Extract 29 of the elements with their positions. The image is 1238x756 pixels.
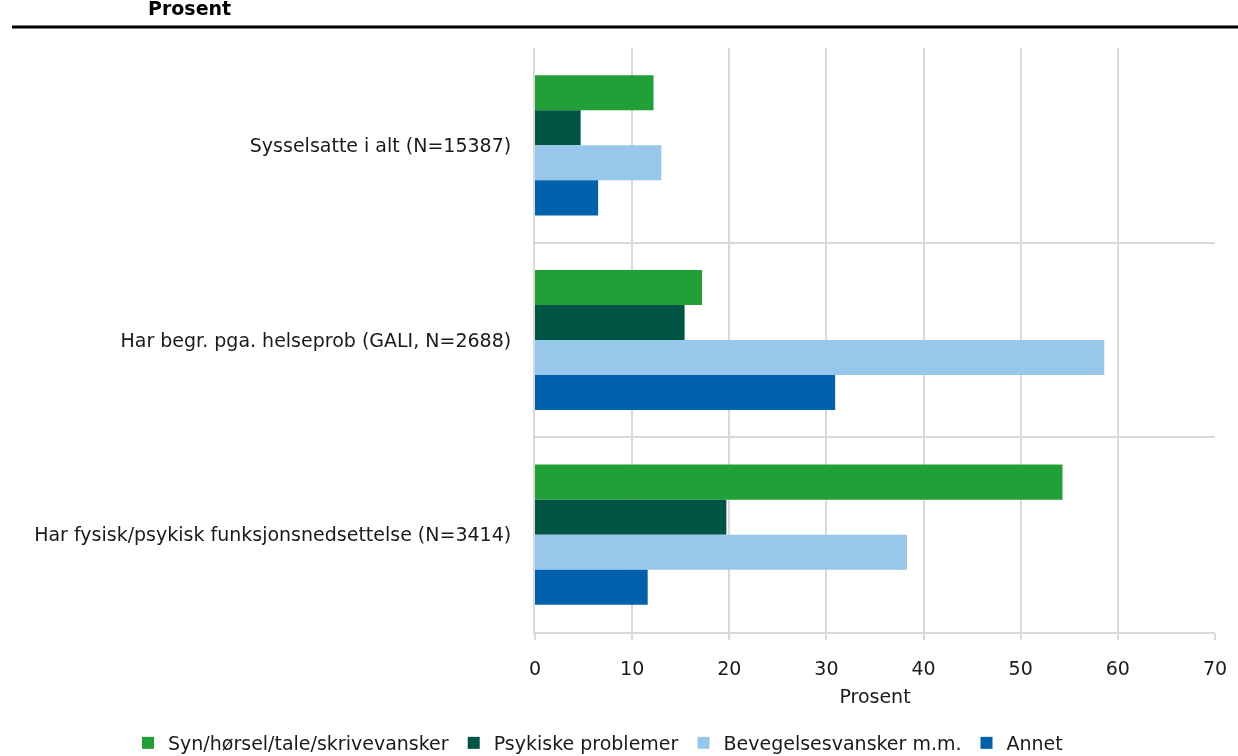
x-axis-title: Prosent xyxy=(839,685,911,708)
bar xyxy=(535,569,648,605)
x-tick-label: 60 xyxy=(1105,656,1130,679)
text: Prosent xyxy=(148,0,232,20)
y-tick-label: Sysselsatte i alt (N=15387) xyxy=(249,133,512,156)
bar xyxy=(535,464,1063,500)
x-tick-label: 50 xyxy=(1008,656,1033,679)
bar xyxy=(535,75,654,111)
x-tick-label: 0 xyxy=(528,656,542,679)
x-tick-label: 70 xyxy=(1202,656,1228,679)
bar xyxy=(535,304,685,340)
x-tick-label: 40 xyxy=(911,656,936,679)
bar xyxy=(535,375,836,411)
bar xyxy=(535,180,599,216)
bar xyxy=(535,340,1105,376)
bar xyxy=(535,269,703,305)
legend-label: Bevegelsesvansker m.m. xyxy=(723,732,962,755)
legend-label: Syn/hørsel/tale/skrivevansker xyxy=(168,732,449,755)
bar xyxy=(535,145,662,181)
bar xyxy=(535,110,581,146)
y-tick-label: Har begr. pga. helseprob (GALI, N=2688) xyxy=(120,328,512,351)
x-tick-label: 20 xyxy=(717,656,742,679)
y-tick-label: Har fysisk/psykisk funksjonsnedsettelse (N=3414) xyxy=(34,523,512,546)
bar xyxy=(535,534,908,570)
x-tick-label: 30 xyxy=(814,656,839,679)
x-tick-label: 10 xyxy=(620,656,645,679)
bar xyxy=(535,499,727,535)
legend-label: Annet xyxy=(1006,732,1063,755)
legend-label: Psykiske problemer xyxy=(493,732,679,755)
